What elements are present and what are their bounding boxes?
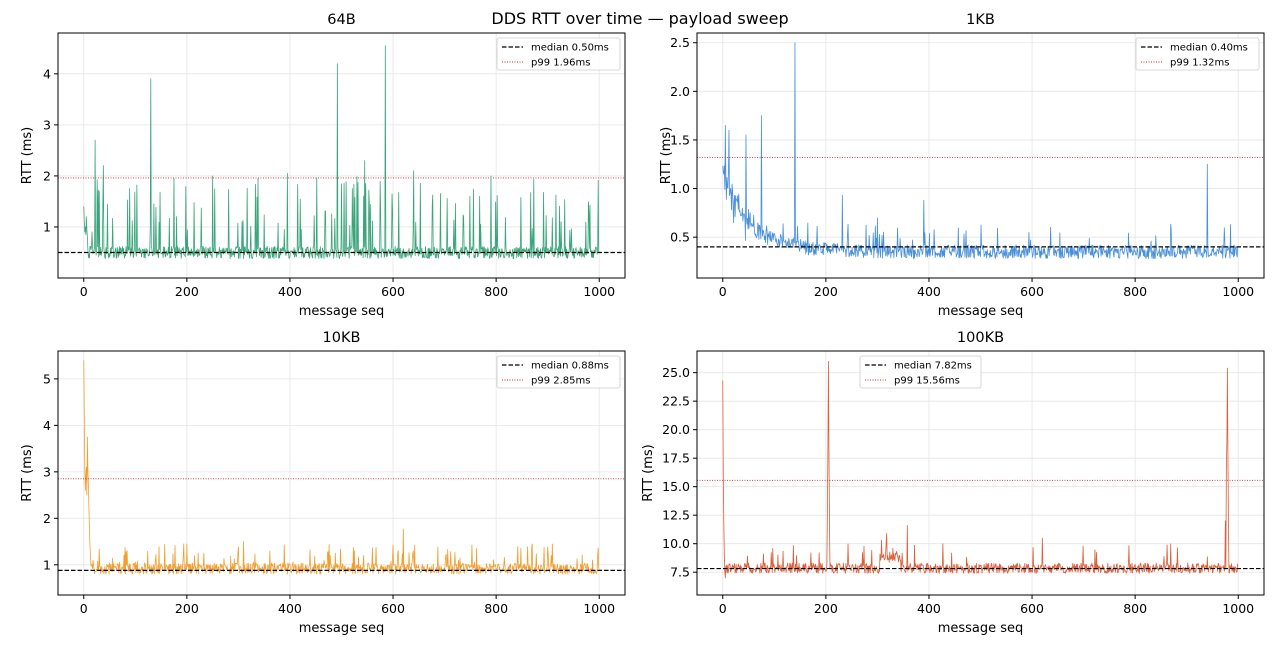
y-tick-label: 0.5 <box>670 230 690 245</box>
x-tick-label: 400 <box>917 284 941 299</box>
legend-median-label: median 0.40ms <box>1170 43 1248 54</box>
x-tick-label: 800 <box>1123 284 1147 299</box>
y-tick-label: 2.5 <box>670 35 690 50</box>
y-tick-label: 1.0 <box>670 181 690 196</box>
x-axis-label: message seq <box>938 621 1024 636</box>
y-axis-label: RTT (ms) <box>20 444 35 501</box>
legend-box <box>1135 37 1260 71</box>
y-axis-label: RTT (ms) <box>641 444 656 501</box>
y-tick-label: 2.0 <box>670 84 690 99</box>
subplot-64B: 0 200 400 600 800 1000 1 2 3 4 64B message seq RTT (… <box>20 12 626 319</box>
y-tick-label: 3 <box>43 464 51 479</box>
y-tick-label: 4 <box>43 66 51 81</box>
y-tick-label: 20.0 <box>662 422 690 437</box>
x-tick-label: 200 <box>814 284 838 299</box>
x-tick-label: 0 <box>80 284 88 299</box>
y-tick-label: 2 <box>43 511 51 526</box>
subplot-title: 10KB <box>323 330 361 346</box>
subplot-title: 1KB <box>966 12 995 28</box>
x-tick-label: 400 <box>917 601 941 616</box>
legend-median-label: median 7.82ms <box>894 361 972 372</box>
x-tick-label: 0 <box>80 601 88 616</box>
rtt-series-line <box>83 360 600 575</box>
y-tick-label: 1 <box>43 557 51 572</box>
x-tick-label: 800 <box>484 601 508 616</box>
legend-p99-label: p99 15.56ms <box>894 376 960 387</box>
legend-box <box>496 37 621 71</box>
x-tick-label: 800 <box>484 284 508 299</box>
rtt-series-line <box>722 42 1239 259</box>
y-tick-label: 7.5 <box>670 565 690 580</box>
subplot-title: 64B <box>327 12 355 28</box>
subplot-title: 100KB <box>957 330 1004 346</box>
y-tick-label: 17.5 <box>662 451 690 466</box>
x-tick-label: 1000 <box>583 601 615 616</box>
x-tick-label: 400 <box>278 601 302 616</box>
x-tick-label: 200 <box>175 601 199 616</box>
x-tick-label: 600 <box>381 601 405 616</box>
legend: median 0.40ms p99 1.32ms <box>1135 37 1260 71</box>
rtt-series-line <box>83 45 600 259</box>
legend-median-label: median 0.88ms <box>531 361 609 372</box>
x-axis-label: message seq <box>299 304 385 319</box>
x-tick-label: 600 <box>1020 601 1044 616</box>
legend-p99-label: p99 2.85ms <box>531 376 590 387</box>
legend-box <box>859 355 982 389</box>
legend-median-label: median 0.50ms <box>531 43 609 54</box>
figure-title: DDS RTT over time — payload sweep <box>491 9 789 28</box>
x-tick-label: 600 <box>1020 284 1044 299</box>
y-tick-label: 15.0 <box>662 479 690 494</box>
y-tick-label: 3 <box>43 117 51 132</box>
legend-p99-label: p99 1.96ms <box>531 58 590 69</box>
y-axis-label: RTT (ms) <box>20 127 35 184</box>
x-tick-label: 200 <box>175 284 199 299</box>
plot-frame <box>57 350 626 596</box>
plot-area <box>697 351 1264 595</box>
plot-frame <box>696 32 1265 279</box>
y-tick-label: 5 <box>43 371 51 386</box>
legend-box <box>496 355 621 389</box>
legend: median 0.88ms p99 2.85ms <box>496 355 621 389</box>
plot-area <box>58 351 625 595</box>
x-axis-label: message seq <box>938 304 1024 319</box>
y-tick-label: 25.0 <box>662 365 690 380</box>
y-tick-label: 1.5 <box>670 132 690 147</box>
subplot-100KB: 0 200 400 600 800 1000 7.5 10.0 12.5 15.0 17.5 20.0… <box>641 330 1265 636</box>
subplot-1KB: 0 200 400 600 800 1000 0.5 1.0 1.5 2.0 2.5 1KB messa… <box>659 12 1265 319</box>
x-tick-label: 400 <box>278 284 302 299</box>
legend: median 7.82ms p99 15.56ms <box>859 355 982 389</box>
x-tick-label: 200 <box>814 601 838 616</box>
y-tick-label: 12.5 <box>662 508 690 523</box>
plot-frame <box>57 32 626 279</box>
x-tick-label: 600 <box>381 284 405 299</box>
legend: median 0.50ms p99 1.96ms <box>496 37 621 71</box>
x-tick-label: 0 <box>719 601 727 616</box>
x-axis-label: message seq <box>299 621 385 636</box>
subplot-10KB: 0 200 400 600 800 1000 1 2 3 4 5 10KB message seq RTT… <box>20 330 626 636</box>
legend-p99-label: p99 1.32ms <box>1170 58 1229 69</box>
x-tick-label: 800 <box>1123 601 1147 616</box>
x-tick-label: 1000 <box>583 284 615 299</box>
x-tick-label: 0 <box>719 284 727 299</box>
x-tick-label: 1000 <box>1222 601 1254 616</box>
y-tick-label: 10.0 <box>662 536 690 551</box>
y-tick-label: 1 <box>43 219 51 234</box>
y-tick-label: 22.5 <box>662 394 690 409</box>
y-axis-label: RTT (ms) <box>659 127 674 184</box>
plot-frame <box>696 350 1265 596</box>
y-tick-label: 2 <box>43 168 51 183</box>
x-tick-label: 1000 <box>1222 284 1254 299</box>
y-tick-label: 4 <box>43 418 51 433</box>
